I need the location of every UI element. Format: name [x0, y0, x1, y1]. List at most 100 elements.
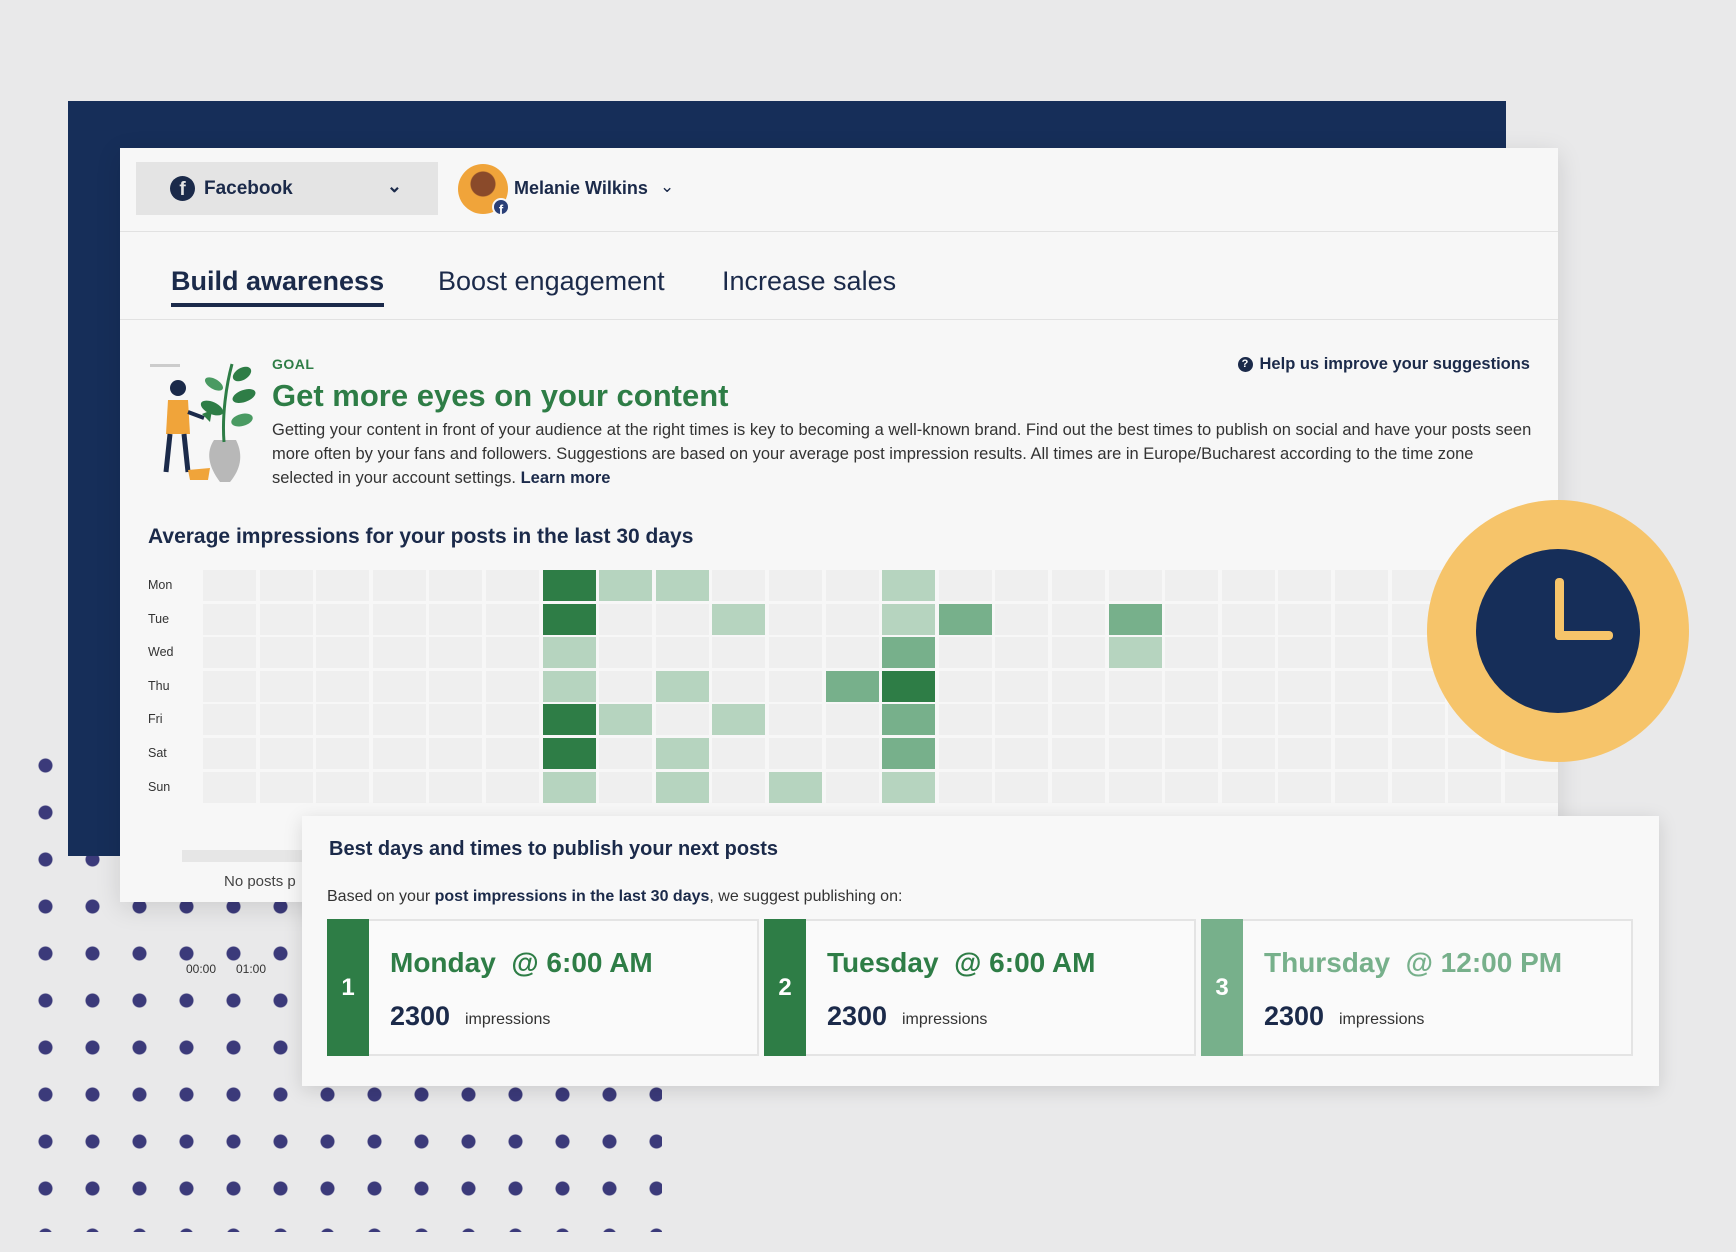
heatmap-cell[interactable] — [203, 570, 256, 601]
tab-boost-engagement[interactable]: Boost engagement — [438, 266, 665, 296]
heatmap-cell[interactable] — [372, 570, 426, 601]
heatmap-cell[interactable] — [882, 603, 936, 635]
heatmap-cell[interactable] — [882, 738, 936, 769]
heatmap-cell[interactable] — [599, 771, 653, 803]
heatmap-cell[interactable] — [1391, 738, 1445, 769]
heatmap-cell[interactable] — [1278, 670, 1332, 702]
heatmap-cell[interactable] — [769, 738, 822, 769]
heatmap-cell[interactable] — [938, 603, 992, 635]
heatmap-cell[interactable] — [259, 704, 313, 736]
heatmap-cell[interactable] — [825, 738, 879, 769]
heatmap-cell[interactable] — [259, 570, 313, 601]
heatmap-cell[interactable] — [1335, 670, 1388, 702]
heatmap-cell[interactable] — [825, 603, 879, 635]
heatmap-cell[interactable] — [882, 704, 936, 736]
heatmap-cell[interactable] — [316, 738, 370, 769]
heatmap-cell[interactable] — [1165, 771, 1219, 803]
heatmap-cell[interactable] — [542, 771, 596, 803]
heatmap-cell[interactable] — [1335, 603, 1388, 635]
heatmap-cell[interactable] — [995, 738, 1049, 769]
heatmap-cell[interactable] — [995, 670, 1049, 702]
heatmap-cell[interactable] — [938, 670, 992, 702]
heatmap-cell[interactable] — [1052, 637, 1105, 669]
heatmap-cell[interactable] — [655, 570, 709, 601]
suggestion-card[interactable]: 3 Thursday @ 12:00 PM 2300 impressions — [1201, 919, 1633, 1056]
heatmap-cell[interactable] — [203, 637, 256, 669]
tab-increase-sales[interactable]: Increase sales — [722, 266, 897, 296]
heatmap-cell[interactable] — [486, 738, 539, 769]
heatmap-cell[interactable] — [599, 570, 653, 601]
heatmap-cell[interactable] — [1052, 771, 1105, 803]
heatmap-cell[interactable] — [1278, 603, 1332, 635]
heatmap-cell[interactable] — [542, 637, 596, 669]
heatmap-cell[interactable] — [995, 603, 1049, 635]
heatmap-cell[interactable] — [938, 637, 992, 669]
heatmap-cell[interactable] — [259, 738, 313, 769]
heatmap-cell[interactable] — [882, 637, 936, 669]
heatmap-cell[interactable] — [1108, 603, 1162, 635]
heatmap-cell[interactable] — [1335, 637, 1388, 669]
heatmap-cell[interactable] — [825, 670, 879, 702]
heatmap-cell[interactable] — [712, 637, 766, 669]
heatmap-cell[interactable] — [486, 637, 539, 669]
heatmap-cell[interactable] — [486, 670, 539, 702]
heatmap-cell[interactable] — [1108, 704, 1162, 736]
heatmap-cell[interactable] — [429, 637, 483, 669]
heatmap-cell[interactable] — [1278, 704, 1332, 736]
heatmap-cell[interactable] — [542, 670, 596, 702]
heatmap-cell[interactable] — [1052, 738, 1105, 769]
heatmap-cell[interactable] — [995, 704, 1049, 736]
heatmap-cell[interactable] — [1221, 603, 1275, 635]
heatmap-cell[interactable] — [1221, 570, 1275, 601]
heatmap-cell[interactable] — [825, 637, 879, 669]
heatmap-cell[interactable] — [1052, 603, 1105, 635]
heatmap-cell[interactable] — [655, 704, 709, 736]
heatmap-cell[interactable] — [655, 670, 709, 702]
heatmap-cell[interactable] — [372, 704, 426, 736]
heatmap-cell[interactable] — [712, 771, 766, 803]
heatmap-cell[interactable] — [372, 637, 426, 669]
heatmap-cell[interactable] — [542, 738, 596, 769]
heatmap-cell[interactable] — [712, 670, 766, 702]
heatmap-cell[interactable] — [769, 771, 822, 803]
suggestion-card[interactable]: 1 Monday @ 6:00 AM 2300 impressions — [327, 919, 759, 1056]
heatmap-cell[interactable] — [1391, 704, 1445, 736]
heatmap-cell[interactable] — [655, 771, 709, 803]
heatmap-cell[interactable] — [712, 738, 766, 769]
heatmap-cell[interactable] — [429, 771, 483, 803]
heatmap-cell[interactable] — [938, 771, 992, 803]
heatmap-cell[interactable] — [1165, 570, 1219, 601]
heatmap-cell[interactable] — [1504, 771, 1558, 803]
heatmap-cell[interactable] — [372, 670, 426, 702]
heatmap-cell[interactable] — [599, 603, 653, 635]
heatmap-cell[interactable] — [259, 603, 313, 635]
heatmap-cell[interactable] — [712, 603, 766, 635]
heatmap-cell[interactable] — [769, 570, 822, 601]
heatmap-cell[interactable] — [995, 570, 1049, 601]
heatmap-cell[interactable] — [486, 603, 539, 635]
heatmap-cell[interactable] — [1335, 570, 1388, 601]
heatmap-cell[interactable] — [542, 603, 596, 635]
heatmap-cell[interactable] — [769, 603, 822, 635]
heatmap-cell[interactable] — [599, 704, 653, 736]
heatmap-cell[interactable] — [1335, 771, 1388, 803]
heatmap-cell[interactable] — [655, 637, 709, 669]
heatmap-cell[interactable] — [1165, 603, 1219, 635]
heatmap-cell[interactable] — [1108, 771, 1162, 803]
heatmap-cell[interactable] — [203, 603, 256, 635]
heatmap-cell[interactable] — [316, 570, 370, 601]
heatmap-cell[interactable] — [599, 670, 653, 702]
heatmap-cell[interactable] — [1278, 771, 1332, 803]
heatmap-cell[interactable] — [1165, 704, 1219, 736]
heatmap-cell[interactable] — [712, 570, 766, 601]
heatmap-cell[interactable] — [1278, 738, 1332, 769]
heatmap-cell[interactable] — [203, 738, 256, 769]
heatmap-cell[interactable] — [1221, 670, 1275, 702]
heatmap-cell[interactable] — [655, 603, 709, 635]
heatmap-cell[interactable] — [203, 704, 256, 736]
heatmap-scrollbar[interactable] — [182, 850, 312, 862]
heatmap-cell[interactable] — [429, 704, 483, 736]
avatar[interactable]: f — [458, 164, 510, 217]
heatmap-cell[interactable] — [203, 670, 256, 702]
heatmap-cell[interactable] — [995, 771, 1049, 803]
